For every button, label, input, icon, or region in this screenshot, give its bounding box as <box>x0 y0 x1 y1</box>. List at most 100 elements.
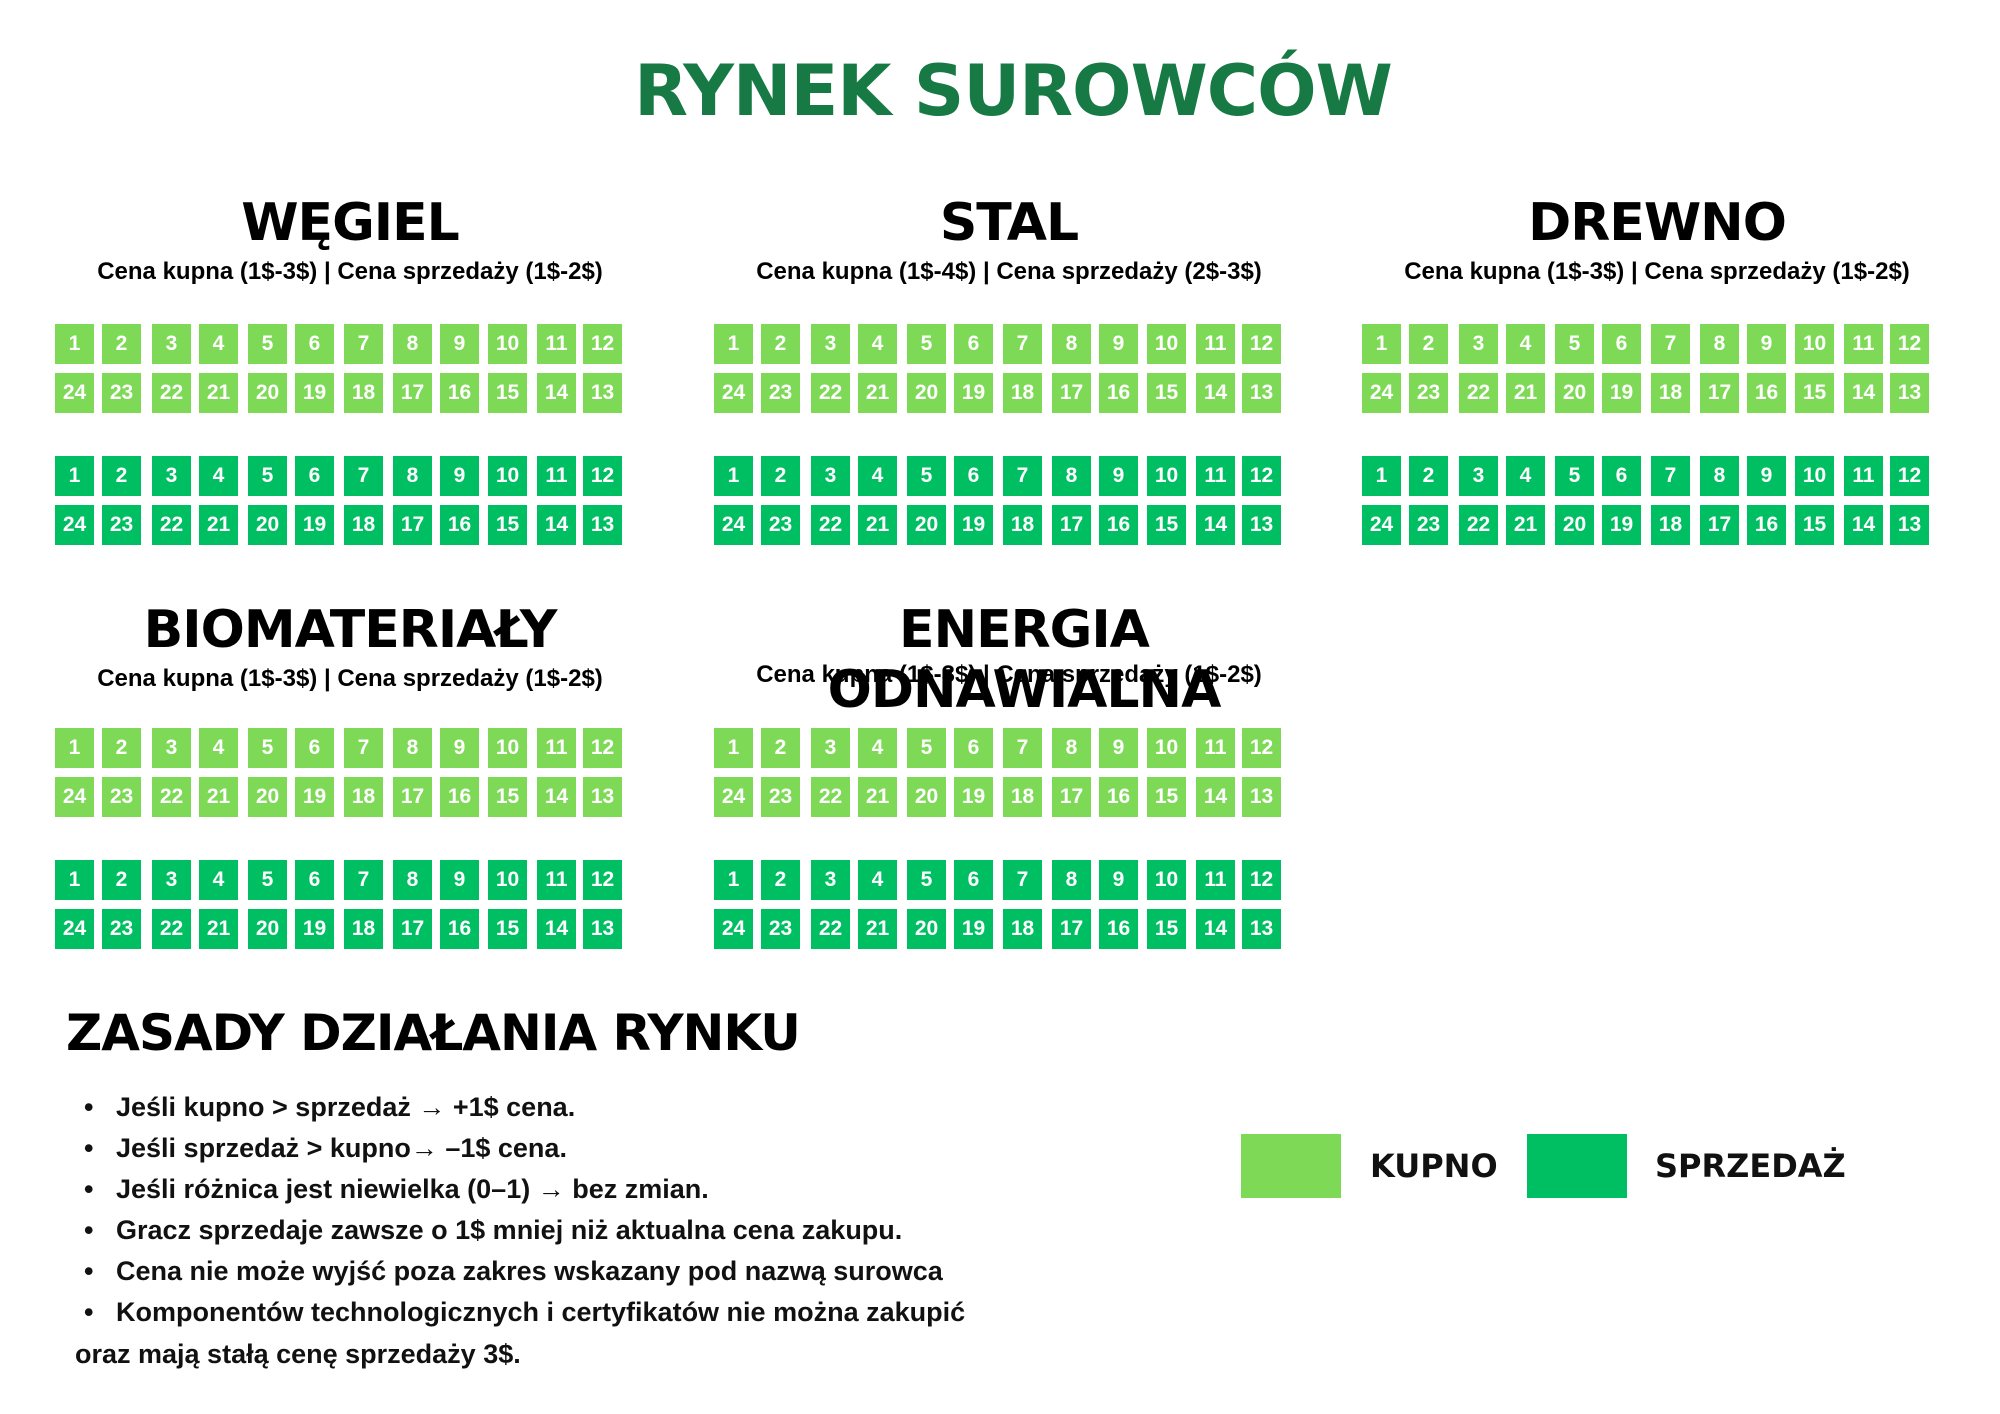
price-cell-sprzedaz[interactable]: 8 <box>393 456 432 496</box>
price-cell-sprzedaz[interactable]: 15 <box>1147 505 1186 545</box>
price-cell-sprzedaz[interactable]: 24 <box>714 909 753 949</box>
price-cell-kupno[interactable]: 8 <box>393 324 432 364</box>
price-cell-kupno[interactable]: 22 <box>152 373 191 413</box>
price-cell-kupno[interactable]: 7 <box>1003 728 1042 768</box>
price-cell-sprzedaz[interactable]: 20 <box>248 505 287 545</box>
price-cell-sprzedaz[interactable]: 13 <box>583 909 622 949</box>
price-cell-sprzedaz[interactable]: 24 <box>1362 505 1401 545</box>
price-cell-sprzedaz[interactable]: 18 <box>344 505 383 545</box>
price-cell-sprzedaz[interactable]: 1 <box>55 456 94 496</box>
price-cell-kupno[interactable]: 22 <box>1459 373 1498 413</box>
price-cell-kupno[interactable]: 13 <box>1242 777 1281 817</box>
price-cell-sprzedaz[interactable]: 7 <box>1003 860 1042 900</box>
price-cell-sprzedaz[interactable]: 7 <box>1003 456 1042 496</box>
price-cell-sprzedaz[interactable]: 4 <box>858 860 897 900</box>
price-cell-sprzedaz[interactable]: 13 <box>1242 505 1281 545</box>
price-cell-kupno[interactable]: 17 <box>1700 373 1739 413</box>
price-cell-sprzedaz[interactable]: 1 <box>55 860 94 900</box>
price-cell-sprzedaz[interactable]: 5 <box>907 860 946 900</box>
price-cell-kupno[interactable]: 3 <box>811 728 850 768</box>
price-cell-sprzedaz[interactable]: 11 <box>1196 860 1235 900</box>
price-cell-kupno[interactable]: 3 <box>152 728 191 768</box>
price-cell-kupno[interactable]: 12 <box>1242 324 1281 364</box>
price-cell-sprzedaz[interactable]: 9 <box>1099 456 1138 496</box>
price-cell-sprzedaz[interactable]: 13 <box>1242 909 1281 949</box>
price-cell-kupno[interactable]: 11 <box>1844 324 1883 364</box>
price-cell-kupno[interactable]: 16 <box>440 777 479 817</box>
price-cell-kupno[interactable]: 23 <box>1409 373 1448 413</box>
price-cell-kupno[interactable]: 4 <box>858 728 897 768</box>
price-cell-kupno[interactable]: 10 <box>488 728 527 768</box>
price-cell-sprzedaz[interactable]: 8 <box>393 860 432 900</box>
price-cell-sprzedaz[interactable]: 2 <box>1409 456 1448 496</box>
price-cell-kupno[interactable]: 20 <box>907 777 946 817</box>
price-cell-sprzedaz[interactable]: 5 <box>248 860 287 900</box>
price-cell-kupno[interactable]: 24 <box>1362 373 1401 413</box>
price-cell-kupno[interactable]: 10 <box>1795 324 1834 364</box>
price-cell-sprzedaz[interactable]: 12 <box>583 860 622 900</box>
price-cell-kupno[interactable]: 7 <box>344 324 383 364</box>
price-cell-sprzedaz[interactable]: 16 <box>1099 505 1138 545</box>
price-cell-sprzedaz[interactable]: 6 <box>954 860 993 900</box>
price-cell-sprzedaz[interactable]: 10 <box>1795 456 1834 496</box>
price-cell-kupno[interactable]: 3 <box>811 324 850 364</box>
price-cell-sprzedaz[interactable]: 17 <box>1052 909 1091 949</box>
price-cell-sprzedaz[interactable]: 15 <box>1147 909 1186 949</box>
price-cell-kupno[interactable]: 2 <box>761 324 800 364</box>
price-cell-sprzedaz[interactable]: 14 <box>1196 909 1235 949</box>
price-cell-sprzedaz[interactable]: 19 <box>295 909 334 949</box>
price-cell-sprzedaz[interactable]: 20 <box>1555 505 1594 545</box>
price-cell-sprzedaz[interactable]: 15 <box>1795 505 1834 545</box>
price-cell-sprzedaz[interactable]: 12 <box>1890 456 1929 496</box>
price-cell-kupno[interactable]: 14 <box>1196 777 1235 817</box>
price-cell-kupno[interactable]: 19 <box>954 373 993 413</box>
price-cell-kupno[interactable]: 13 <box>583 373 622 413</box>
price-cell-sprzedaz[interactable]: 16 <box>440 909 479 949</box>
price-cell-kupno[interactable]: 19 <box>954 777 993 817</box>
price-cell-sprzedaz[interactable]: 4 <box>199 456 238 496</box>
price-cell-sprzedaz[interactable]: 20 <box>248 909 287 949</box>
price-cell-sprzedaz[interactable]: 23 <box>1409 505 1448 545</box>
price-cell-sprzedaz[interactable]: 3 <box>1459 456 1498 496</box>
price-cell-kupno[interactable]: 10 <box>488 324 527 364</box>
price-cell-kupno[interactable]: 13 <box>1890 373 1929 413</box>
price-cell-sprzedaz[interactable]: 16 <box>1747 505 1786 545</box>
price-cell-kupno[interactable]: 5 <box>248 728 287 768</box>
price-cell-sprzedaz[interactable]: 14 <box>537 909 576 949</box>
price-cell-sprzedaz[interactable]: 20 <box>907 505 946 545</box>
price-cell-kupno[interactable]: 20 <box>1555 373 1594 413</box>
price-cell-kupno[interactable]: 9 <box>440 324 479 364</box>
price-cell-kupno[interactable]: 14 <box>537 373 576 413</box>
price-cell-kupno[interactable]: 22 <box>811 373 850 413</box>
price-cell-kupno[interactable]: 1 <box>714 324 753 364</box>
price-cell-sprzedaz[interactable]: 9 <box>440 456 479 496</box>
price-cell-sprzedaz[interactable]: 18 <box>1003 505 1042 545</box>
price-cell-kupno[interactable]: 2 <box>761 728 800 768</box>
price-cell-sprzedaz[interactable]: 11 <box>537 860 576 900</box>
price-cell-kupno[interactable]: 5 <box>907 728 946 768</box>
price-cell-sprzedaz[interactable]: 10 <box>488 456 527 496</box>
price-cell-kupno[interactable]: 18 <box>1003 373 1042 413</box>
price-cell-kupno[interactable]: 20 <box>248 777 287 817</box>
price-cell-sprzedaz[interactable]: 13 <box>583 505 622 545</box>
price-cell-sprzedaz[interactable]: 4 <box>858 456 897 496</box>
price-cell-kupno[interactable]: 9 <box>440 728 479 768</box>
price-cell-sprzedaz[interactable]: 16 <box>1099 909 1138 949</box>
price-cell-sprzedaz[interactable]: 14 <box>1196 505 1235 545</box>
price-cell-sprzedaz[interactable]: 10 <box>1147 860 1186 900</box>
price-cell-sprzedaz[interactable]: 23 <box>102 909 141 949</box>
price-cell-kupno[interactable]: 4 <box>199 728 238 768</box>
price-cell-sprzedaz[interactable]: 13 <box>1890 505 1929 545</box>
price-cell-kupno[interactable]: 15 <box>1795 373 1834 413</box>
price-cell-sprzedaz[interactable]: 9 <box>1747 456 1786 496</box>
price-cell-kupno[interactable]: 3 <box>152 324 191 364</box>
price-cell-kupno[interactable]: 10 <box>1147 324 1186 364</box>
price-cell-sprzedaz[interactable]: 4 <box>1506 456 1545 496</box>
price-cell-sprzedaz[interactable]: 21 <box>1506 505 1545 545</box>
price-cell-kupno[interactable]: 23 <box>102 777 141 817</box>
price-cell-kupno[interactable]: 11 <box>1196 324 1235 364</box>
price-cell-sprzedaz[interactable]: 19 <box>954 505 993 545</box>
price-cell-kupno[interactable]: 11 <box>1196 728 1235 768</box>
price-cell-kupno[interactable]: 2 <box>1409 324 1448 364</box>
price-cell-kupno[interactable]: 5 <box>248 324 287 364</box>
